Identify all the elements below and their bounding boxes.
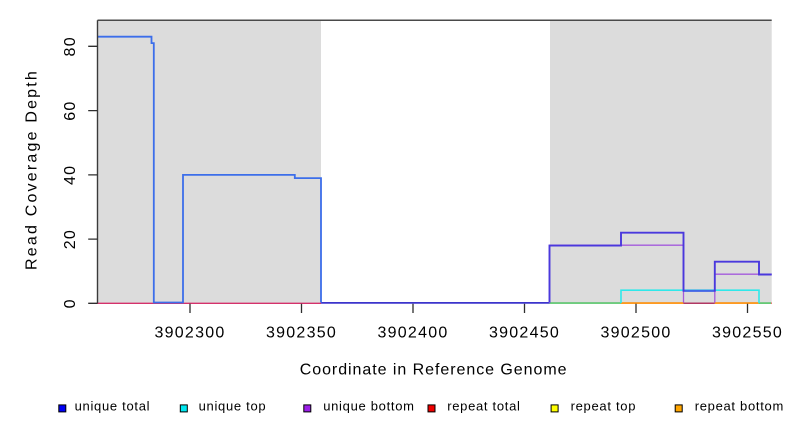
- svg-text:60: 60: [62, 100, 79, 120]
- svg-text:3902450: 3902450: [489, 325, 560, 342]
- svg-text:repeat top: repeat top: [571, 399, 637, 414]
- svg-text:unique total: unique total: [75, 399, 151, 414]
- svg-text:3902350: 3902350: [266, 325, 337, 342]
- svg-text:40: 40: [62, 165, 79, 185]
- svg-text:20: 20: [62, 229, 79, 249]
- svg-text:3902500: 3902500: [600, 325, 671, 342]
- svg-text:3902550: 3902550: [712, 325, 783, 342]
- svg-text:Read Coverage Depth: Read Coverage Depth: [24, 69, 41, 270]
- svg-text:repeat bottom: repeat bottom: [695, 399, 784, 414]
- svg-text:Coordinate in Reference Genome: Coordinate in Reference Genome: [300, 361, 568, 378]
- svg-text:3902300: 3902300: [154, 325, 225, 342]
- svg-text:3902400: 3902400: [377, 325, 448, 342]
- svg-text:unique bottom: unique bottom: [323, 399, 415, 414]
- svg-text:0: 0: [62, 298, 79, 308]
- svg-text:unique top: unique top: [199, 399, 267, 414]
- svg-text:80: 80: [62, 36, 79, 56]
- svg-text:repeat total: repeat total: [447, 399, 520, 414]
